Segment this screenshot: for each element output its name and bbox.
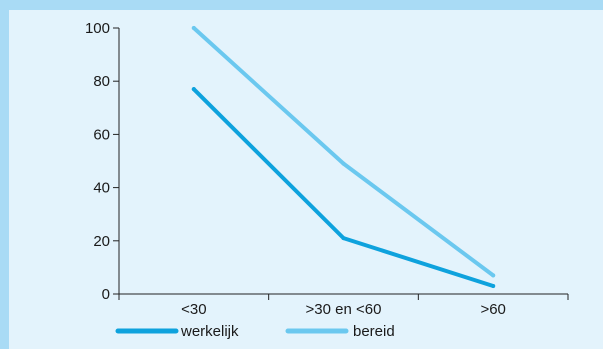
legend-label-bereid: bereid [353, 323, 395, 340]
legend-label-werkelijk: werkelijk [180, 323, 239, 340]
data-point-bereid [341, 161, 346, 166]
y-tick-label: 80 [93, 73, 110, 90]
data-point-werkelijk [491, 284, 496, 289]
data-point-bereid [191, 26, 196, 30]
y-tick-label: 60 [93, 126, 110, 143]
x-tick-label: >60 [480, 301, 505, 318]
y-tick-label: 40 [93, 180, 110, 197]
y-tick-label: 100 [85, 20, 110, 37]
x-tick-label: >30 en <60 [306, 301, 382, 318]
data-point-werkelijk [191, 87, 196, 92]
data-point-bereid [491, 273, 496, 278]
chart-panel [9, 10, 603, 349]
x-tick-label: <30 [181, 301, 206, 318]
y-tick-label: 0 [102, 286, 110, 303]
series-line-werkelijk [191, 87, 496, 289]
data-point-werkelijk [341, 236, 346, 241]
y-tick-label: 20 [93, 233, 110, 250]
